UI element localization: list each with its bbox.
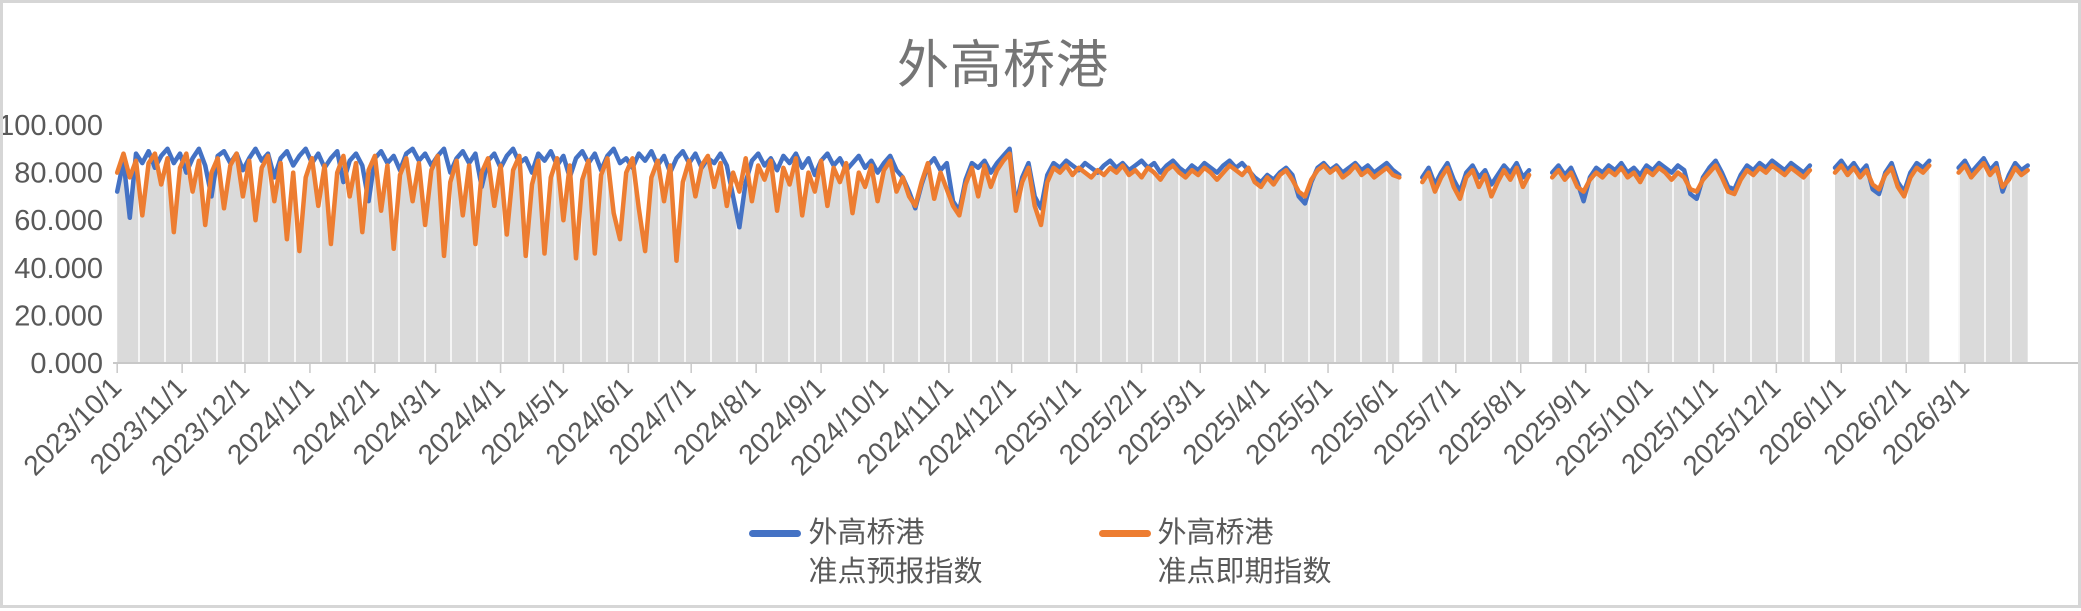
chart-title: 外高桥港 <box>896 37 1109 95</box>
area-fill-group <box>117 153 2028 363</box>
plot-area: 0.000 20.000 40.000 60.000 80.000 100.000 202… <box>3 110 2078 481</box>
y-tick-label: 100.000 <box>3 110 103 142</box>
legend-spot-line2: 准点即期指数 <box>1157 556 1332 588</box>
y-tick-label: 20.000 <box>14 300 103 332</box>
y-tick-label: 60.000 <box>14 205 103 237</box>
series-line-forecast <box>114 146 2030 230</box>
legend-spot-line1: 外高桥港 <box>1157 517 1274 549</box>
spot-series-swatch <box>1098 530 1151 537</box>
gridline-stripe-group <box>138 153 2012 363</box>
series-lines-group <box>114 146 2030 263</box>
legend-item-spot-index: 外高桥港 准点即期指数 <box>1098 514 1332 592</box>
area-fill-segment <box>1958 163 2028 363</box>
area-fill-segment <box>1552 165 1810 363</box>
legend-forecast-line1: 外高桥港 <box>808 517 925 549</box>
y-tick-label: 0.000 <box>30 348 103 380</box>
area-fill-segment <box>117 153 1400 363</box>
x-axis-labels-group: 2023/10/12023/11/12023/12/12024/1/12024/… <box>17 371 1975 481</box>
y-tick-label: 40.000 <box>14 253 103 285</box>
x-axis-group <box>113 362 2078 373</box>
area-fill-segment <box>1835 165 1930 363</box>
legend-forecast-line2: 准点预报指数 <box>808 556 983 588</box>
forecast-series-swatch <box>749 530 802 537</box>
legend-item-forecast-index: 外高桥港 准点预报指数 <box>749 514 983 592</box>
legend: 外高桥港 准点预报指数 外高桥港 准点即期指数 <box>3 514 2078 592</box>
area-fill-segment <box>1422 167 1530 363</box>
series-line-spot <box>114 151 2030 263</box>
y-axis-labels-group: 0.000 20.000 40.000 60.000 80.000 100.000 <box>3 110 103 380</box>
y-tick-label: 80.000 <box>14 158 103 190</box>
